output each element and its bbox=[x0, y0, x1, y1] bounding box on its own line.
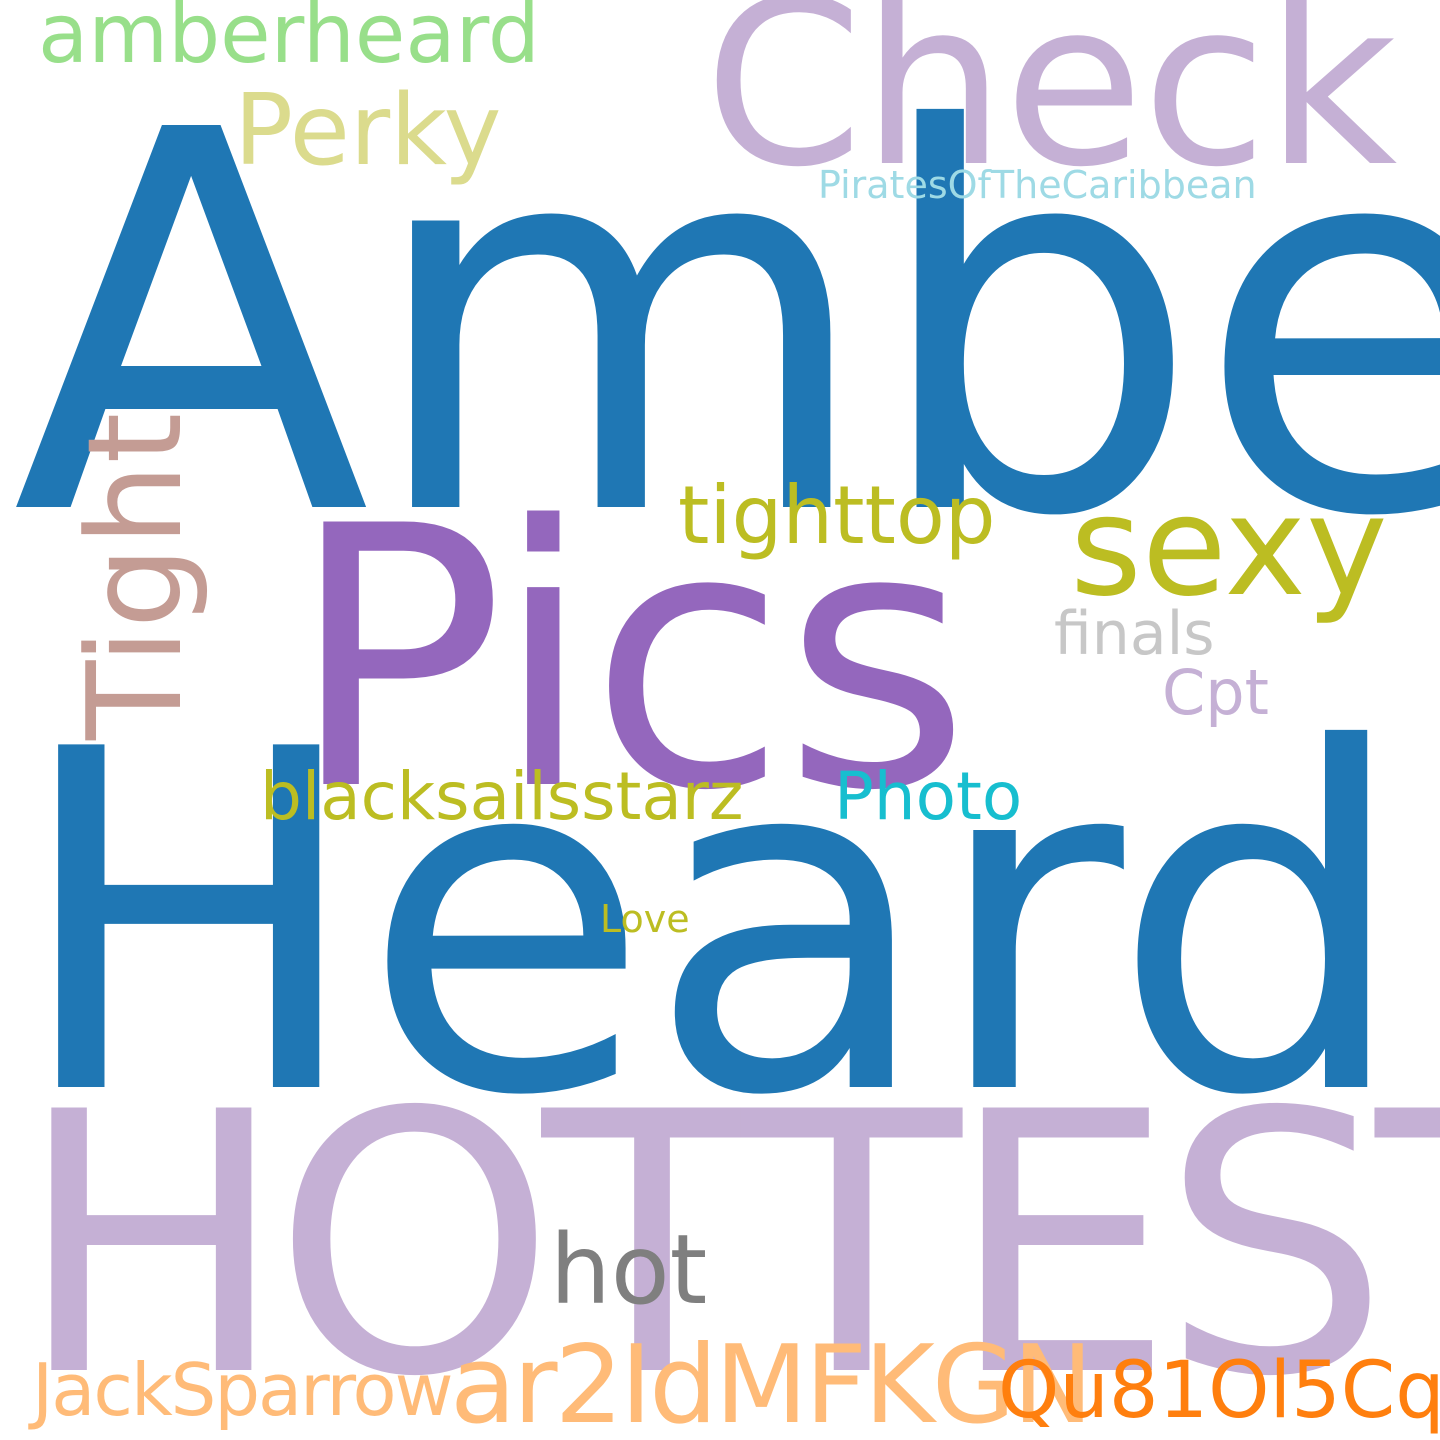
word-tighttop: tighttop bbox=[678, 469, 996, 562]
word-ar2idmfkgn: ar2IdMFKGN bbox=[450, 1323, 1093, 1440]
word-love: Love bbox=[600, 897, 690, 941]
word-finals: finals bbox=[1054, 599, 1215, 669]
word-perky: Perky bbox=[234, 74, 502, 188]
word-pics: Pics bbox=[288, 450, 971, 869]
word-hot: hot bbox=[550, 1214, 708, 1326]
word-jacksparrow: JackSparrow bbox=[32, 1348, 453, 1432]
word-check: Check bbox=[704, 0, 1397, 217]
word-amberheard: amberheard bbox=[38, 0, 540, 82]
word-photo: Photo bbox=[834, 758, 1023, 835]
word-qu81ol5cqp: Qu81Ol5CqP bbox=[998, 1346, 1440, 1436]
word-sexy: sexy bbox=[1070, 466, 1388, 627]
word-piratesofthecaribbean: PiratesOfTheCaribbean bbox=[818, 163, 1257, 207]
word-tight: Tight bbox=[59, 412, 211, 740]
word-cpt: Cpt bbox=[1162, 656, 1269, 729]
word-amber: Amber bbox=[12, 21, 1440, 631]
word-heard: Heard bbox=[12, 651, 1410, 1198]
word-blacksailsstarz: blacksailsstarz bbox=[260, 758, 744, 835]
word-hottest: HOTTEST bbox=[16, 1036, 1440, 1440]
